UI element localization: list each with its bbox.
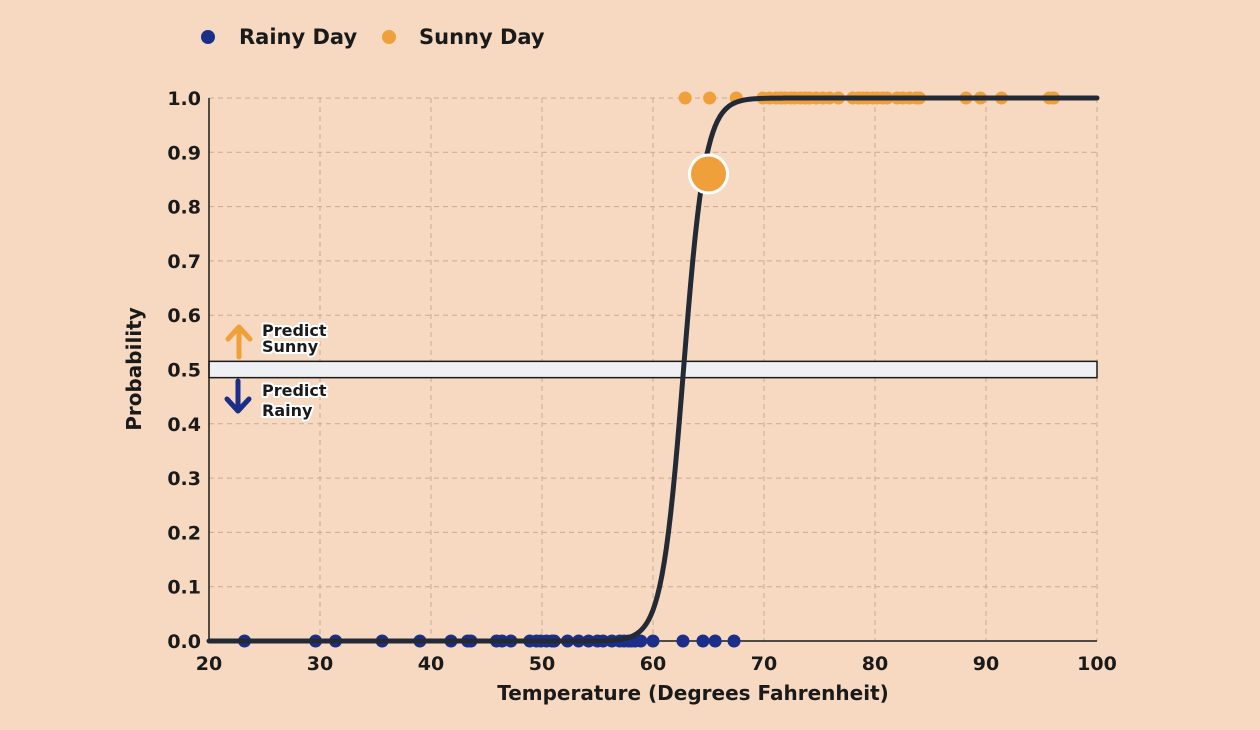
x-tick-label: 80	[862, 653, 888, 675]
predict-rainy-line2: Rainy	[262, 401, 313, 420]
predict-rainy-annotation: Predict Rainy	[224, 378, 329, 422]
legend-sunny-marker	[382, 30, 396, 44]
x-tick-label: 20	[196, 653, 222, 675]
up-arrow-icon	[225, 324, 253, 360]
rainy-point	[634, 634, 648, 648]
y-tick-labels: 0.0 0.1 0.2 0.3 0.4 0.5 0.6 0.7 0.8 0.9 1.0	[167, 88, 201, 653]
x-tick-label: 30	[307, 653, 333, 675]
y-tick-label: 0.6	[167, 305, 201, 327]
rainy-point	[727, 634, 741, 648]
highlight-layer	[688, 153, 729, 195]
y-tick-label: 0.5	[167, 360, 201, 382]
y-tick-label: 0.2	[167, 522, 201, 544]
x-tick-label: 90	[973, 653, 999, 675]
rainy-point	[696, 634, 710, 648]
y-tick-label: 0.8	[167, 197, 201, 219]
rainy-point	[646, 634, 660, 648]
sunny-point	[678, 91, 692, 105]
threshold-rect	[208, 360, 1098, 379]
x-tick-label: 50	[529, 653, 555, 675]
y-tick-label: 0.0	[167, 631, 201, 653]
predict-sunny-line1: Predict	[262, 321, 327, 340]
x-tick-labels: 20 30 40 50 60 70 80 90 100	[196, 653, 1117, 675]
down-arrow-icon	[224, 378, 252, 414]
y-axis-title: Probability	[122, 307, 146, 431]
sunny-point	[703, 91, 717, 105]
x-tick-label: 70	[751, 653, 777, 675]
y-tick-label: 0.7	[167, 251, 201, 273]
x-tick-label: 100	[1077, 653, 1117, 675]
highlighted-point	[688, 153, 729, 195]
y-tick-label: 0.3	[167, 468, 201, 490]
legend-rainy-label: Rainy Day	[239, 25, 357, 49]
logistic-curve	[206, 95, 1100, 644]
x-tick-label: 40	[418, 653, 444, 675]
legend: Rainy Day Sunny Day	[201, 25, 545, 49]
threshold-band	[208, 360, 1098, 379]
legend-sunny-label: Sunny Day	[419, 25, 545, 49]
x-tick-label: 60	[640, 653, 666, 675]
legend-rainy-marker	[201, 30, 215, 44]
predict-sunny-line2: Sunny	[262, 337, 319, 356]
predict-sunny-annotation: Predict Sunny	[225, 319, 329, 360]
rainy-point	[676, 634, 690, 648]
y-tick-label: 0.1	[167, 577, 201, 599]
logistic-curve-layer	[206, 95, 1100, 644]
rainy-point	[708, 634, 722, 648]
x-axis-title: Temperature (Degrees Fahrenheit)	[497, 681, 889, 705]
y-tick-label: 1.0	[167, 88, 201, 110]
predict-rainy-line1: Predict	[262, 381, 327, 400]
y-tick-label: 0.9	[167, 142, 201, 164]
y-tick-label: 0.4	[167, 414, 201, 436]
